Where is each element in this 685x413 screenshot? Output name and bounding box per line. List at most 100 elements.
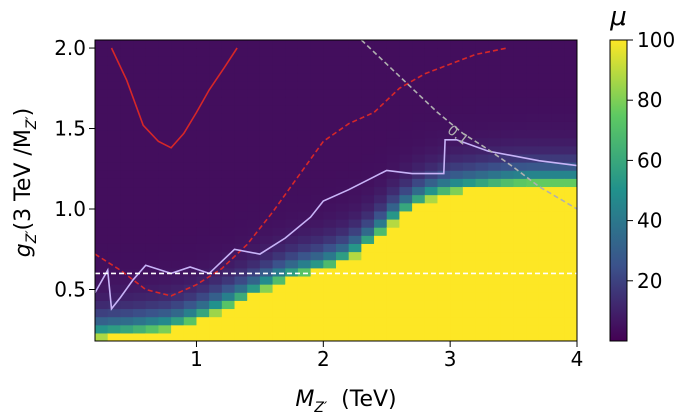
- heatmap-cell: [462, 56, 477, 66]
- heatmap-cell: [183, 64, 198, 74]
- heatmap-cell: [386, 80, 401, 90]
- heatmap-cell: [500, 202, 515, 212]
- heatmap-cell: [171, 218, 185, 228]
- heatmap-cell: [488, 300, 502, 310]
- heatmap-cell: [564, 72, 577, 82]
- heatmap-cell: [145, 121, 160, 131]
- heatmap-cell: [107, 308, 121, 318]
- heatmap-cell: [462, 332, 477, 341]
- heatmap-cell: [538, 308, 553, 318]
- heatmap-cell: [348, 129, 362, 139]
- heatmap-cell: [196, 48, 210, 57]
- heatmap-cell: [551, 137, 565, 147]
- heatmap-cell: [526, 96, 540, 106]
- heatmap-cell: [348, 80, 362, 90]
- heatmap-cell: [310, 170, 324, 179]
- heatmap-cell: [551, 284, 565, 293]
- heatmap-cell: [551, 308, 565, 318]
- heatmap-cell: [183, 210, 198, 220]
- heatmap-cell: [259, 308, 274, 318]
- heatmap-cell: [399, 186, 413, 196]
- heatmap-cell: [234, 332, 248, 341]
- heatmap-cell: [500, 129, 515, 139]
- heatmap-cell: [526, 259, 540, 269]
- heatmap-cell: [564, 170, 577, 179]
- heatmap-cell: [221, 162, 236, 171]
- heatmap-cell: [133, 284, 147, 293]
- heatmap-cell: [551, 105, 565, 114]
- heatmap-cell: [259, 332, 274, 341]
- heatmap-cell: [183, 235, 198, 244]
- heatmap-cell: [386, 64, 401, 74]
- heatmap-cell: [209, 153, 223, 163]
- heatmap-cell: [259, 113, 274, 122]
- heatmap-cell: [361, 259, 375, 269]
- heatmap-cell: [272, 137, 286, 147]
- heatmap-cell: [538, 105, 553, 114]
- heatmap-cell: [538, 292, 553, 301]
- heatmap-cell: [107, 316, 121, 326]
- heatmap-cell: [399, 210, 413, 220]
- heatmap-cell: [158, 170, 172, 179]
- heatmap-cell: [310, 227, 324, 236]
- heatmap-cell: [285, 202, 299, 212]
- heatmap-cell: [285, 72, 299, 82]
- heatmap-cell: [526, 162, 540, 171]
- heatmap-cell: [450, 227, 464, 236]
- heatmap-cell: [272, 194, 286, 204]
- heatmap-cell: [133, 48, 147, 57]
- heatmap-cell: [412, 324, 426, 334]
- heatmap-cell: [500, 300, 515, 310]
- heatmap-cell: [183, 227, 198, 236]
- heatmap-cell: [399, 218, 413, 228]
- colorbar-label: μ: [609, 2, 627, 32]
- heatmap-cell: [538, 48, 553, 57]
- heatmap-cell: [399, 105, 413, 114]
- heatmap-cell: [285, 121, 299, 131]
- heatmap-cell: [513, 300, 527, 310]
- heatmap-cell: [450, 300, 464, 310]
- heatmap-cell: [183, 324, 198, 334]
- heatmap-cell: [133, 210, 147, 220]
- heatmap-cell: [374, 56, 388, 66]
- heatmap-cell: [412, 194, 426, 204]
- heatmap-cell: [348, 121, 362, 131]
- heatmap-cell: [424, 202, 439, 212]
- heatmap-cell: [297, 178, 312, 188]
- heatmap-cell: [120, 64, 134, 74]
- heatmap-cell: [513, 259, 527, 269]
- heatmap-cell: [412, 308, 426, 318]
- heatmap-cell: [247, 332, 261, 341]
- heatmap-cell: [297, 64, 312, 74]
- heatmap-cell: [120, 186, 134, 196]
- heatmap-cell: [374, 292, 388, 301]
- heatmap-cell: [310, 129, 324, 139]
- heatmap-cell: [323, 275, 337, 285]
- heatmap-cell: [336, 48, 350, 57]
- heatmap-cell: [183, 48, 198, 57]
- heatmap-cell: [564, 227, 577, 236]
- heatmap-cell: [247, 267, 261, 277]
- heatmap-cell: [183, 113, 198, 122]
- heatmap-cell: [462, 235, 477, 244]
- heatmap-cell: [107, 186, 121, 196]
- heatmap-cell: [209, 72, 223, 82]
- heatmap-cell: [323, 105, 337, 114]
- heatmap-cell: [120, 332, 134, 341]
- heatmap-cell: [475, 308, 489, 318]
- heatmap-cell: [564, 275, 577, 285]
- heatmap-cell: [437, 137, 451, 147]
- heatmap-cell: [462, 194, 477, 204]
- heatmap-cell: [348, 48, 362, 57]
- heatmap-cell: [259, 324, 274, 334]
- heatmap-cell: [209, 137, 223, 147]
- heatmap-cell: [361, 40, 375, 49]
- heatmap-cell: [475, 316, 489, 326]
- heatmap-cell: [437, 48, 451, 57]
- heatmap-cell: [437, 64, 451, 74]
- heatmap-cell: [336, 235, 350, 244]
- heatmap-cell: [500, 275, 515, 285]
- heatmap-cell: [500, 235, 515, 244]
- colorbar-tick-label: 60: [637, 148, 662, 172]
